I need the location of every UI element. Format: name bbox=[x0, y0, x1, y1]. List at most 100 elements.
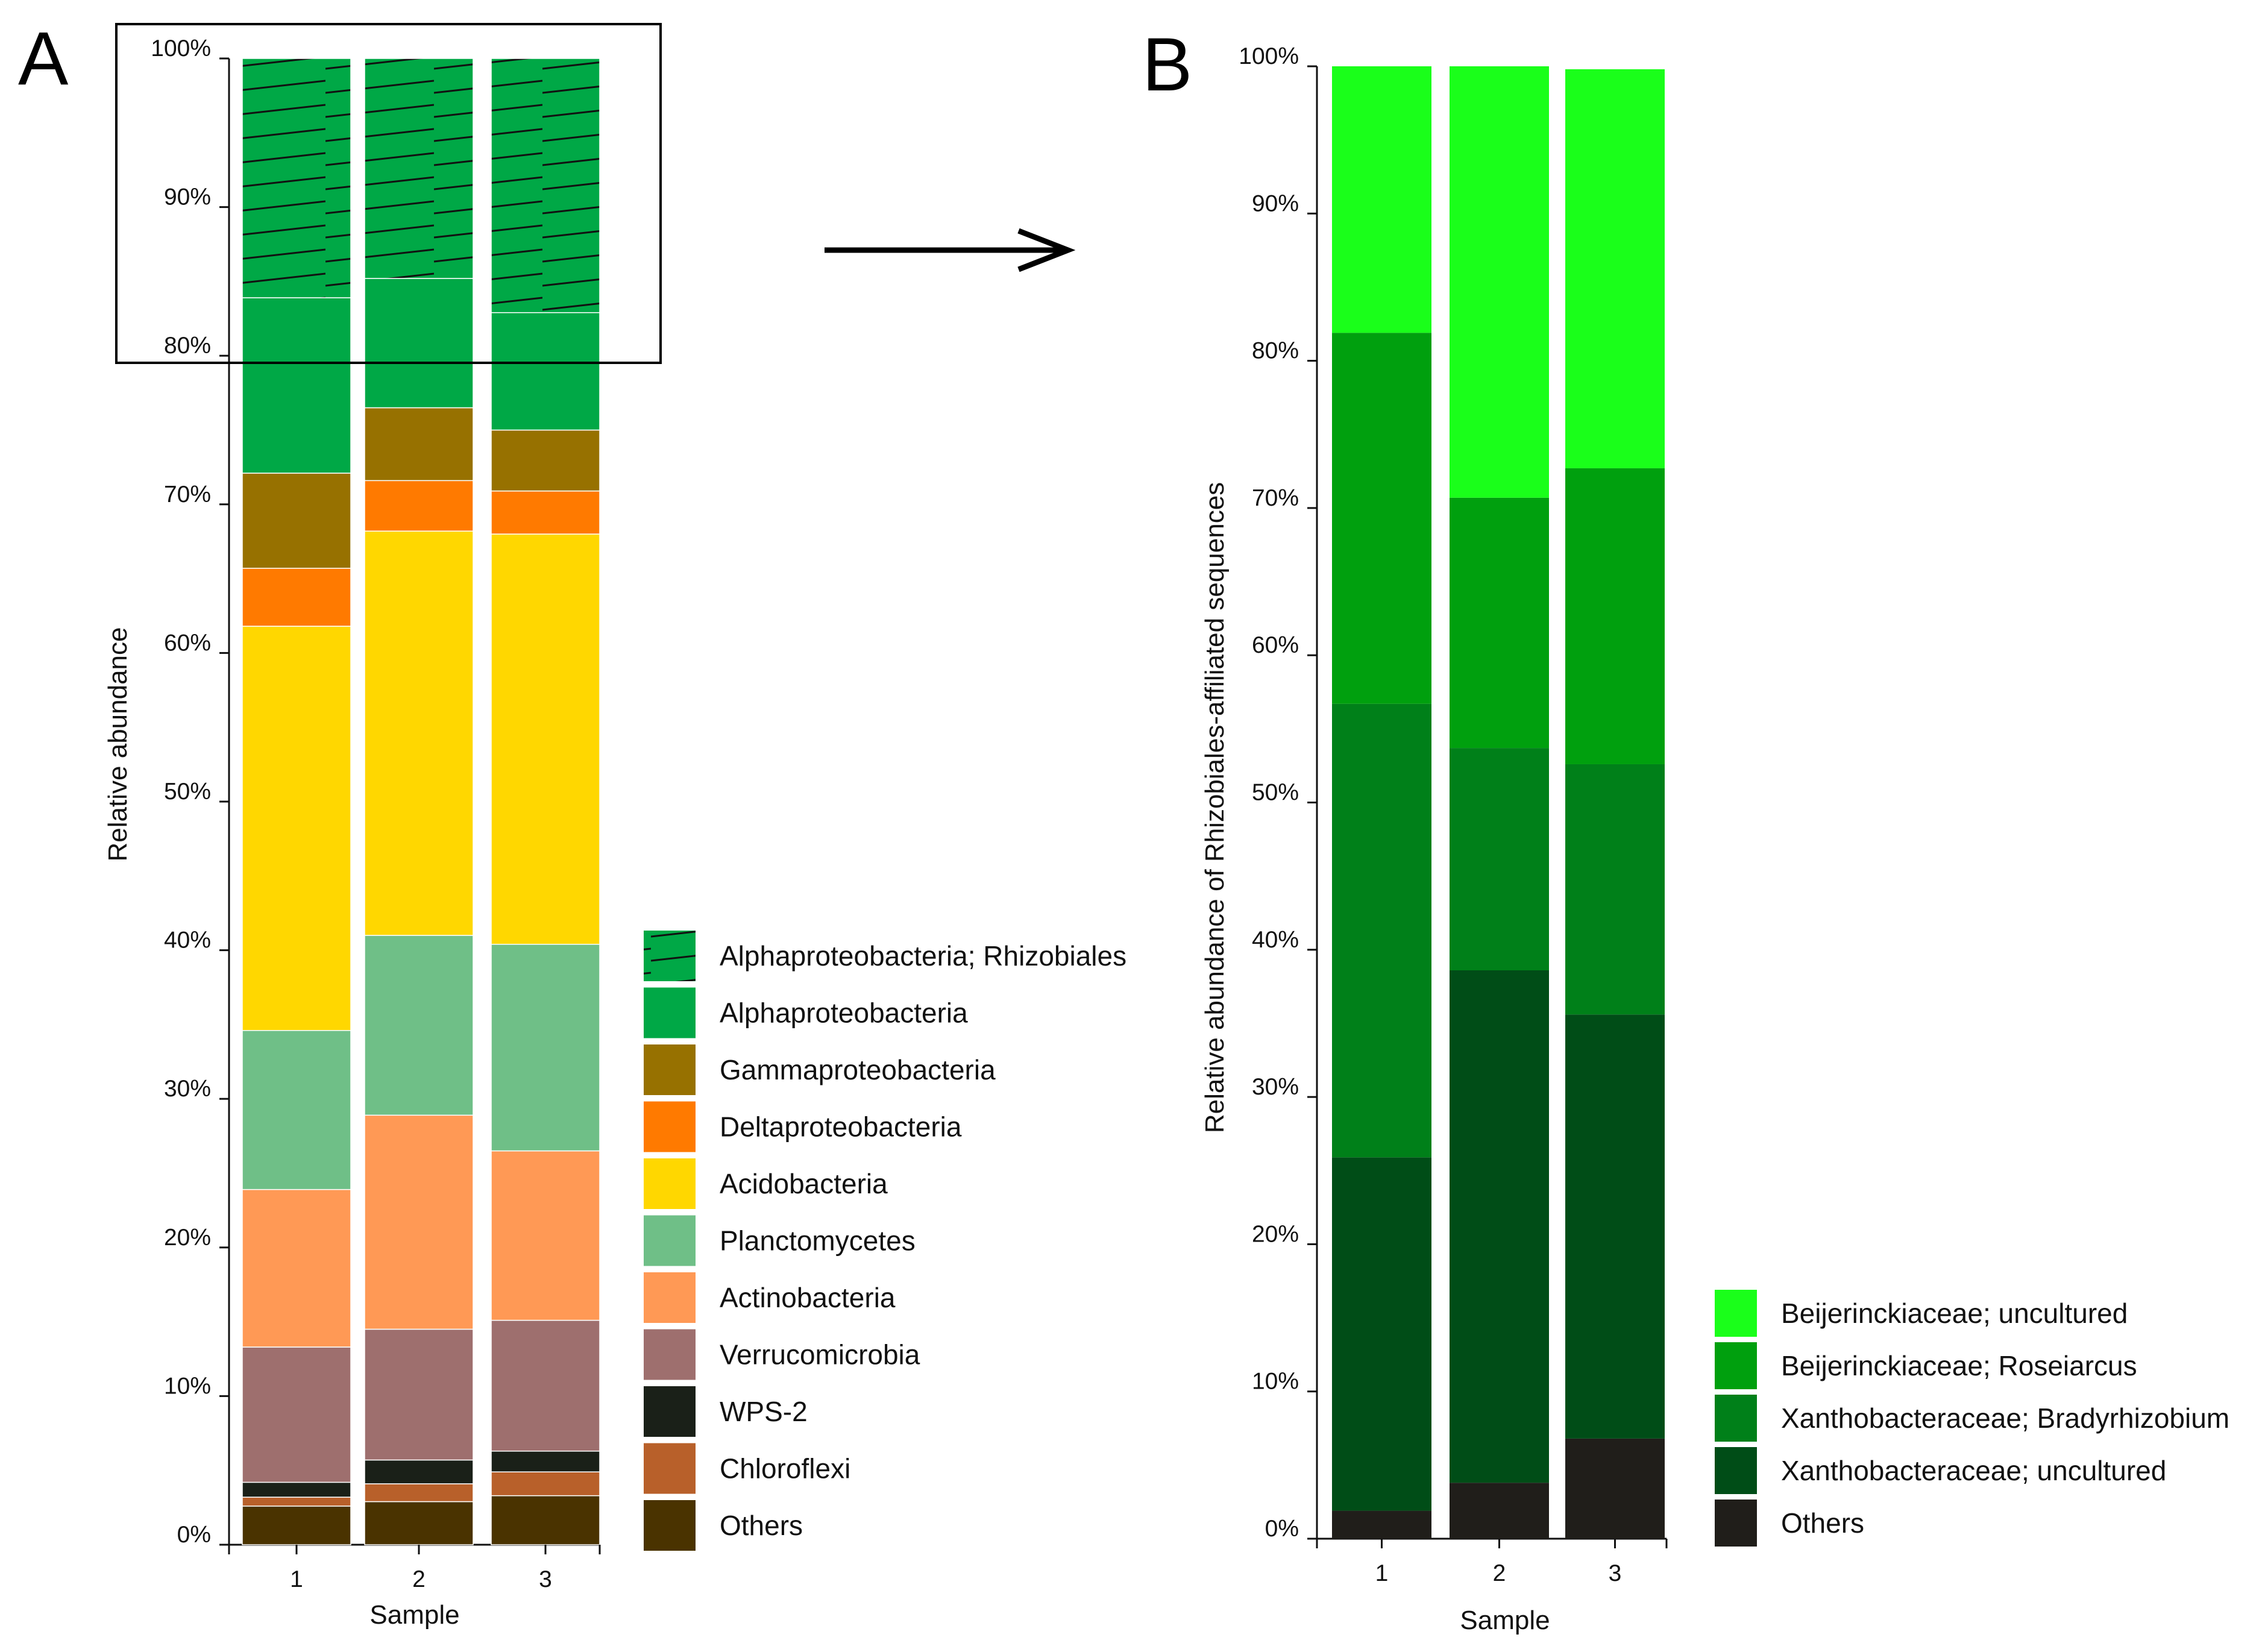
chart-a-ytick-label: 80% bbox=[164, 333, 211, 359]
chart-b-legend-swatch-beijerinckiaceae-roseiarcus bbox=[1715, 1342, 1757, 1389]
chart-a-legend-swatch-alphaproteobacteria-rhizobiales bbox=[644, 931, 696, 981]
chart-b-ytick-label: 80% bbox=[1252, 338, 1299, 364]
chart-b-bar-beijerinckiaceae-uncultured-sample-2 bbox=[1450, 66, 1549, 498]
chart-a-legend-label: Actinobacteria bbox=[720, 1282, 896, 1313]
chart-b-bar-xanthobacteraceae-bradyrhizobium-sample-1 bbox=[1332, 703, 1431, 1158]
chart-b: 0% 10% 20% 30% 40% 50% 60% 70% 80% 90% 100% 1 2 3 Sa… bbox=[1200, 43, 2229, 1635]
chart-b-bar-beijerinckiaceae-uncultured-sample-1 bbox=[1332, 66, 1431, 333]
chart-b-bar-others-sample-2 bbox=[1450, 1483, 1549, 1539]
chart-b-ytick-label: 60% bbox=[1252, 632, 1299, 658]
chart-b-bar-xanthobacteraceae-uncultured-sample-3 bbox=[1565, 1014, 1665, 1439]
chart-a-legend-swatch-gammaproteobacteria bbox=[644, 1044, 696, 1095]
chart-a-legend-swatch-planctomycetes bbox=[644, 1215, 696, 1266]
chart-a-bar-acidobacteria-sample-3 bbox=[491, 533, 600, 945]
chart-b-xtick-label: 2 bbox=[1493, 1560, 1506, 1586]
chart-a-bar-alphaproteobacteria-rhizobiales-sample-1 bbox=[242, 58, 351, 298]
chart-b-legend-label: Beijerinckiaceae; Roseiarcus bbox=[1781, 1350, 2137, 1381]
chart-a-ytick-label: 10% bbox=[164, 1373, 211, 1399]
chart-a-bar-verrucomicrobia-sample-3 bbox=[491, 1319, 600, 1452]
chart-b-bar-xanthobacteraceae-uncultured-sample-1 bbox=[1332, 1157, 1431, 1511]
chart-a-ytick-label: 50% bbox=[164, 779, 211, 805]
chart-a-bar-alphaproteobacteria-sample-3 bbox=[491, 312, 600, 431]
chart-a-bar-gammaproteobacteria-sample-3 bbox=[491, 429, 600, 492]
chart-b-ytick-label: 30% bbox=[1252, 1074, 1299, 1100]
chart-a-bar-chloroflexi-sample-1 bbox=[242, 1497, 351, 1507]
chart-b-xtick-label: 1 bbox=[1375, 1560, 1389, 1586]
chart-b-bar-xanthobacteraceae-bradyrhizobium-sample-2 bbox=[1450, 748, 1549, 971]
chart-b-legend-label: Others bbox=[1781, 1507, 1864, 1539]
chart-a-legend-swatch-others bbox=[644, 1500, 696, 1551]
chart-a-ytick-label: 70% bbox=[164, 482, 211, 507]
chart-a-bar-actinobacteria-sample-2 bbox=[364, 1114, 474, 1330]
chart-b-ytick-label: 100% bbox=[1239, 43, 1299, 69]
rhizobiales-highlight-box bbox=[115, 23, 662, 364]
chart-a-bar-alphaproteobacteria-sample-1 bbox=[242, 297, 351, 474]
chart-a-legend-label: Gammaproteobacteria bbox=[720, 1054, 996, 1085]
chart-a-bar-others-sample-2 bbox=[364, 1501, 474, 1545]
chart-a-bar-deltaproteobacteria-sample-2 bbox=[364, 480, 474, 532]
chart-a-legend-swatch-actinobacteria bbox=[644, 1272, 696, 1323]
chart-b-ylabel: Relative abundance of Rhizobiales-affili… bbox=[1200, 482, 1230, 1133]
chart-a-ytick-label: 30% bbox=[164, 1076, 211, 1102]
chart-b-legend-swatch-xanthobacteraceae-uncultured bbox=[1715, 1447, 1757, 1494]
chart-b-bar-beijerinckiaceae-roseiarcus-sample-3 bbox=[1565, 468, 1665, 764]
chart-b-bar-beijerinckiaceae-uncultured-sample-3 bbox=[1565, 69, 1665, 468]
chart-a-legend-label: Others bbox=[720, 1510, 803, 1541]
chart-a-bar-alphaproteobacteria-rhizobiales-sample-2 bbox=[364, 58, 474, 279]
chart-b-ytick-label: 40% bbox=[1252, 927, 1299, 953]
chart-b-bar-beijerinckiaceae-roseiarcus-sample-1 bbox=[1332, 333, 1431, 704]
chart-b-legend-swatch-others bbox=[1715, 1500, 1757, 1547]
chart-a-bar-deltaproteobacteria-sample-3 bbox=[491, 490, 600, 535]
chart-a-bar-alphaproteobacteria-sample-2 bbox=[364, 278, 474, 409]
chart-a-bar-deltaproteobacteria-sample-1 bbox=[242, 568, 351, 627]
chart-a-xtick-label: 1 bbox=[290, 1566, 303, 1592]
chart-a-bar-planctomycetes-sample-2 bbox=[364, 935, 474, 1116]
chart-a-xlabel: Sample bbox=[369, 1600, 459, 1630]
chart-a-legend-swatch-deltaproteobacteria bbox=[644, 1101, 696, 1152]
chart-b-xtick-label: 3 bbox=[1609, 1560, 1622, 1586]
chart-a-xtick-label: 3 bbox=[539, 1566, 552, 1592]
chart-b-xlabel: Sample bbox=[1460, 1606, 1550, 1635]
chart-a-bar-acidobacteria-sample-2 bbox=[364, 530, 474, 936]
chart-a-bar-chloroflexi-sample-3 bbox=[491, 1471, 600, 1497]
chart-b-ytick-label: 10% bbox=[1252, 1369, 1299, 1395]
chart-a-xtick-label: 2 bbox=[412, 1566, 426, 1592]
chart-b-bar-xanthobacteraceae-uncultured-sample-2 bbox=[1450, 970, 1549, 1483]
chart-a-bar-wps-2-sample-3 bbox=[491, 1450, 600, 1472]
chart-a-bar-others-sample-1 bbox=[242, 1506, 351, 1545]
panel-a-label: A bbox=[18, 17, 69, 101]
chart-b-legend-swatch-beijerinckiaceae-uncultured bbox=[1715, 1290, 1757, 1337]
chart-a-bar-planctomycetes-sample-3 bbox=[491, 943, 600, 1152]
chart-a-ytick-label: 60% bbox=[164, 630, 211, 656]
chart-b-bar-others-sample-3 bbox=[1565, 1438, 1665, 1539]
chart-a-legend-label: Alphaproteobacteria; Rhizobiales bbox=[720, 940, 1126, 972]
chart-a-bar-others-sample-3 bbox=[491, 1495, 600, 1545]
chart-a-bar-actinobacteria-sample-3 bbox=[491, 1150, 600, 1321]
chart-a-bar-acidobacteria-sample-1 bbox=[242, 626, 351, 1031]
chart-b-legend-label: Xanthobacteraceae; Bradyrhizobium bbox=[1781, 1402, 2229, 1434]
chart-b-legend-label: Xanthobacteraceae; uncultured bbox=[1781, 1455, 2166, 1486]
arrow bbox=[825, 228, 1076, 272]
chart-a-legend-label: Alphaproteobacteria bbox=[720, 997, 968, 1029]
chart-a-ytick-label: 0% bbox=[177, 1522, 211, 1548]
chart-a-ytick-label: 20% bbox=[164, 1225, 211, 1251]
chart-b-bar-others-sample-1 bbox=[1332, 1510, 1431, 1539]
chart-a-bar-planctomycetes-sample-1 bbox=[242, 1030, 351, 1190]
chart-b-bar-beijerinckiaceae-roseiarcus-sample-2 bbox=[1450, 497, 1549, 749]
chart-a-bar-gammaproteobacteria-sample-2 bbox=[364, 407, 474, 482]
chart-b-bar-xanthobacteraceae-bradyrhizobium-sample-3 bbox=[1565, 764, 1665, 1015]
chart-a-legend-label: Acidobacteria bbox=[720, 1168, 888, 1199]
chart-a-bar-wps-2-sample-2 bbox=[364, 1459, 474, 1484]
chart-a-legend-swatch-wps-2 bbox=[644, 1386, 696, 1437]
chart-a-legend-label: Deltaproteobacteria bbox=[720, 1111, 962, 1143]
chart-b-legend-swatch-xanthobacteraceae-bradyrhizobium bbox=[1715, 1395, 1757, 1442]
chart-a-ytick-label: 90% bbox=[164, 184, 211, 210]
chart-a-bar-alphaproteobacteria-rhizobiales-sample-3 bbox=[491, 58, 600, 313]
chart-b-legend-label: Beijerinckiaceae; uncultured bbox=[1781, 1298, 2128, 1329]
chart-a-bar-gammaproteobacteria-sample-1 bbox=[242, 473, 351, 569]
chart-a-bar-actinobacteria-sample-1 bbox=[242, 1189, 351, 1348]
chart-a: 0% 10% 20% 30% 40% 50% 60% 70% 80% 90% 100% 1 2 3 Sa… bbox=[103, 23, 1126, 1630]
chart-a-legend-swatch-chloroflexi bbox=[644, 1443, 696, 1494]
chart-b-ytick-label: 0% bbox=[1265, 1516, 1299, 1542]
